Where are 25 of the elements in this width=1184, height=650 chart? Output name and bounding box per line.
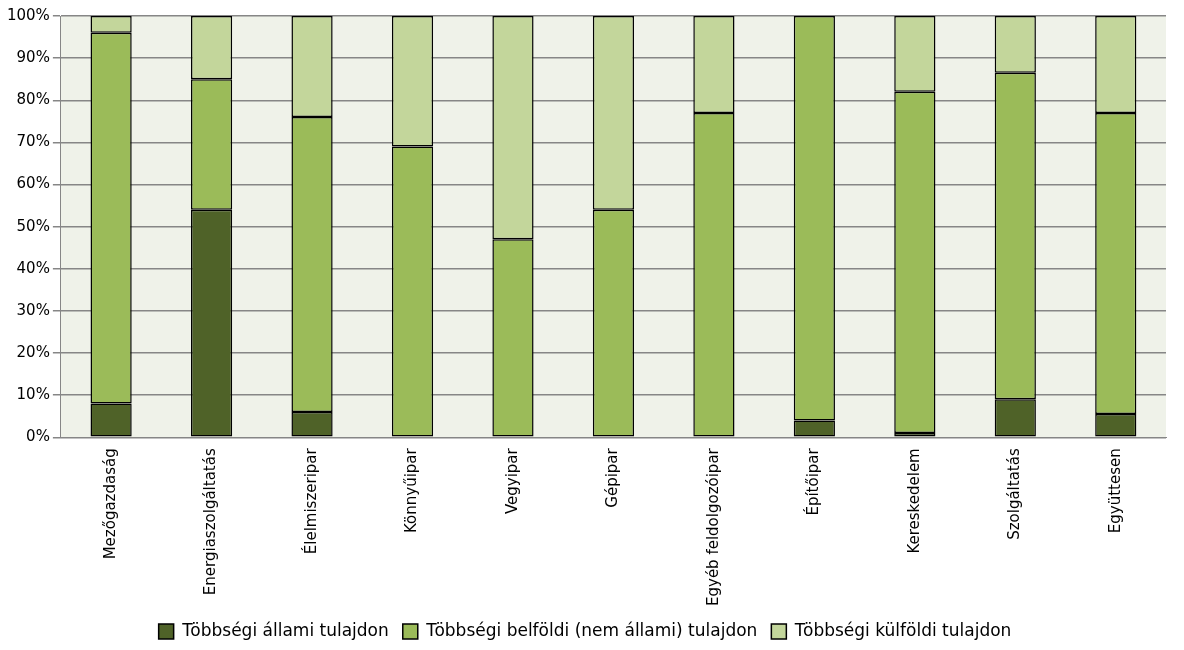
x-tick-label: Együttesen (1105, 448, 1124, 534)
y-tick-label: 40% (16, 258, 50, 277)
x-tick-label: Mezőgazdaság (101, 448, 120, 560)
x-tick-label: Energiaszolgáltatás (201, 448, 220, 596)
x-tick-label: Gépipar (603, 447, 622, 508)
x-tick-label: Vegyipar (502, 447, 521, 515)
y-tick-label: 60% (16, 174, 50, 193)
y-tick-label: 10% (16, 385, 50, 404)
y-tick-label: 70% (16, 132, 50, 151)
x-tick-label: Építőipar (803, 447, 823, 516)
legend-label: Többségi állami tulajdon (181, 619, 389, 640)
y-tick-label: 30% (16, 300, 50, 319)
legend-label: Többségi külföldi tulajdon (793, 619, 1012, 640)
x-tick-label: Élelmiszeripar (300, 447, 320, 555)
x-tick-label: Kereskedelem (904, 448, 923, 554)
x-tick-label: Egyéb feldolgozóipar (703, 447, 722, 606)
y-tick-label: 90% (16, 48, 50, 67)
y-tick-label: 80% (16, 90, 50, 109)
legend-label: Többségi belföldi (nem állami) tulajdon (425, 619, 758, 640)
y-tick-label: 100% (6, 5, 50, 24)
y-tick-label: 0% (26, 427, 50, 446)
y-tick-label: 50% (16, 216, 50, 235)
x-tick-label: Könnyűipar (402, 447, 421, 533)
y-tick-label: 20% (16, 342, 50, 361)
x-tick-label: Szolgáltatás (1005, 448, 1024, 540)
